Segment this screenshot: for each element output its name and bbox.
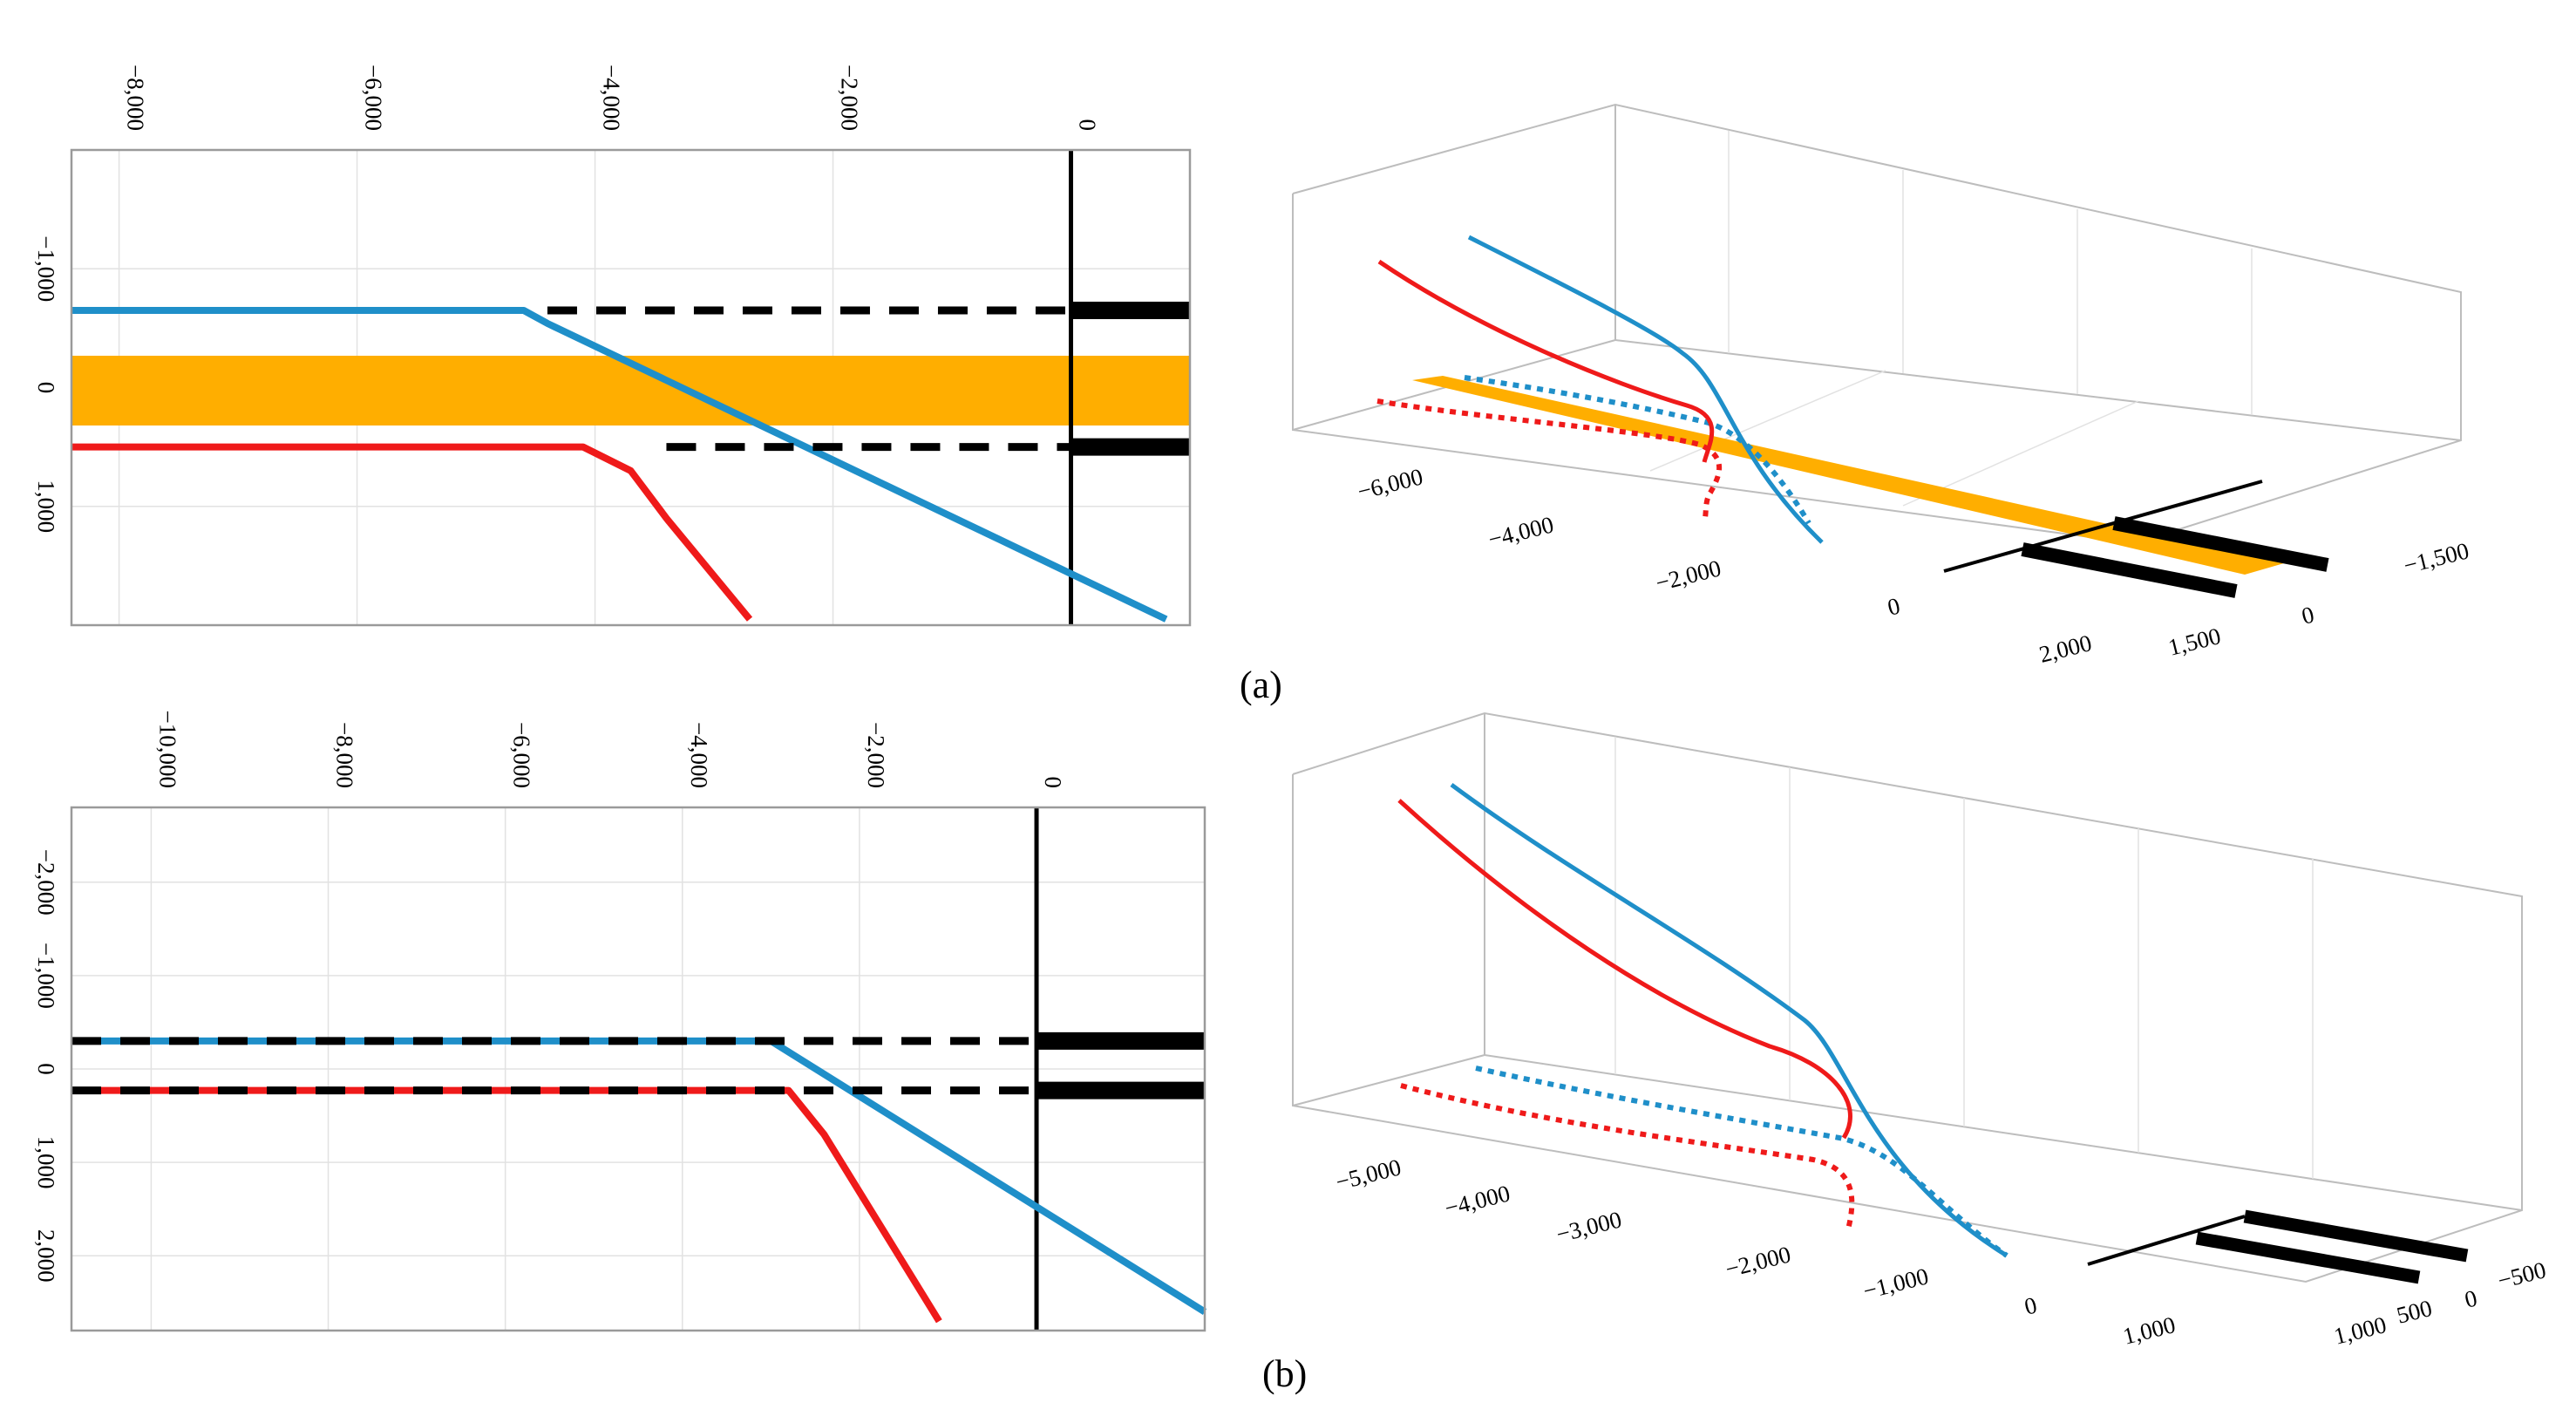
panel-a-3d-runway-marks (1943, 480, 2329, 598)
panel-b-plan-frame (70, 806, 1206, 1332)
panel-b-plan-grid (71, 807, 1205, 1331)
panel-b-plan-series (71, 807, 1207, 1331)
panel-b-3d-x-tick: 0 (2022, 1291, 2039, 1319)
panel-b-plan-y-tick: −2,000 (33, 849, 59, 916)
panel-a-plan-x-tick: −4,000 (599, 65, 625, 131)
panel-b-3d-x-tick: −2,000 (1723, 1241, 1793, 1282)
panel-b-3d-view: −5,000 −4,000 −3,000 −2,000 −1,000 0 1,0… (1292, 711, 2549, 1350)
panel-a-3d-blue-trajectory (1467, 235, 1824, 544)
panel-a-plan-view: −8,000 −6,000 −4,000 −2,000 0 −1,000 0 1,000 (33, 65, 1192, 627)
panel-label-a: (a) (1240, 664, 1282, 706)
panel-a-plan-x-tick: −2,000 (837, 65, 863, 131)
panel-b-3d-x-tick: −4,000 (1442, 1180, 1512, 1221)
panel-a-3d-runway-band (1412, 376, 2284, 575)
panel-b-plan-x-tick: −8,000 (332, 722, 358, 788)
panel-a-plan-ticks: −8,000 −6,000 −4,000 −2,000 0 −1,000 0 1,000 (33, 65, 1101, 533)
panel-b-plan-x-tick: −4,000 (686, 722, 712, 788)
panel-a-3d-x-tick: −4,000 (1485, 511, 1556, 552)
panel-a-plan-x-tick: −6,000 (361, 65, 387, 131)
panel-a-plan-x-tick: −8,000 (123, 65, 149, 131)
panel-a-3d-x-tick: −2,000 (1653, 555, 1723, 596)
panel-b-3d-ticks: −5,000 −4,000 −3,000 −2,000 −1,000 0 1,0… (1333, 1154, 2548, 1349)
panel-a-3d-blue-ground-track (1464, 375, 1811, 525)
panel-b-plan-x-tick: 0 (1040, 777, 1066, 789)
panel-a-runway-band (71, 356, 1190, 425)
panel-b-3d-x-tick: −3,000 (1553, 1206, 1624, 1247)
panel-a-plan-y-tick: 0 (33, 382, 59, 394)
panel-b-plan-y-tick: 0 (33, 1063, 59, 1075)
panel-a-3d-red-ground-track (1376, 398, 1723, 523)
panel-a-plan-series-blue-trajectory (71, 306, 1168, 623)
panel-b-3d-stripe-upper (2243, 1209, 2469, 1263)
panel-b-3d-y-tick: −500 (2495, 1256, 2548, 1294)
panel-b-3d-runway-marks (2087, 1209, 2469, 1284)
panel-a-plan-series (71, 150, 1190, 625)
panel-a-3d-x-tick: 0 (1885, 592, 1902, 620)
panel-b-3d-x-tick: 1,000 (2120, 1311, 2178, 1350)
panel-b-plan-y-tick: −1,000 (33, 943, 59, 1009)
panel-b-3d-box (1292, 711, 2523, 1283)
panel-b-3d-red-trajectory (1397, 799, 1852, 1140)
panel-b-3d-y-tick: 500 (2394, 1295, 2435, 1329)
panel-b-plan-view: −10,000 −8,000 −6,000 −4,000 −2,000 0 −2,000 −1… (33, 711, 1207, 1332)
panel-b-3d-stripe-lower (2195, 1231, 2421, 1284)
panel-b-3d-red-ground-track (1400, 1083, 1855, 1230)
panel-b-plan-x-tick: −6,000 (509, 722, 535, 788)
panel-a-3d-stripe-lower (2021, 542, 2238, 598)
panel-a-plan-y-tick: 1,000 (33, 480, 59, 533)
panel-b-plan-y-tick: 1,000 (33, 1136, 59, 1189)
panel-a-3d-red-trajectory (1377, 259, 1715, 463)
panel-b-3d-x-tick: −1,000 (1860, 1263, 1931, 1304)
panel-a-3d-y-tick: 1,500 (2165, 623, 2223, 661)
panel-b-3d-y-tick: 0 (2462, 1284, 2479, 1312)
panel-a-3d-y-tick: 0 (2299, 601, 2316, 629)
panel-a-plan-frame (70, 148, 1192, 627)
panel-a-3d-x-tick: −6,000 (1355, 463, 1425, 504)
panel-a-plan-series-red-trajectory (71, 443, 753, 622)
panel-b-3d-x-tick: −5,000 (1333, 1154, 1404, 1195)
panel-a-3d-stripe-upper (2112, 516, 2329, 572)
panel-b-3d-y-tick: 1,000 (2331, 1311, 2389, 1350)
panel-b-plan-x-tick: −2,000 (863, 722, 889, 788)
panel-b-3d-blue-trajectory (1450, 782, 2008, 1258)
panel-a-plan-y-tick: −1,000 (33, 235, 59, 302)
panel-label-b: (b) (1262, 1352, 1307, 1395)
panel-a-3d-y-tick: −1,500 (2401, 537, 2471, 578)
panel-b-plan-x-tick: −10,000 (154, 711, 180, 788)
panel-a-3d-x-tick: 2,000 (2036, 630, 2094, 668)
panel-a-3d-view: −6,000 −4,000 −2,000 0 2,000 −1,500 0 1,… (1292, 103, 2471, 668)
panel-b-plan-ticks: −10,000 −8,000 −6,000 −4,000 −2,000 0 −2,000 −1… (33, 711, 1066, 1283)
panel-b-3d-blue-ground-track (1475, 1065, 2008, 1258)
panel-b-plan-y-tick: 2,000 (33, 1229, 59, 1283)
panel-a-plan-x-tick: 0 (1075, 119, 1101, 132)
